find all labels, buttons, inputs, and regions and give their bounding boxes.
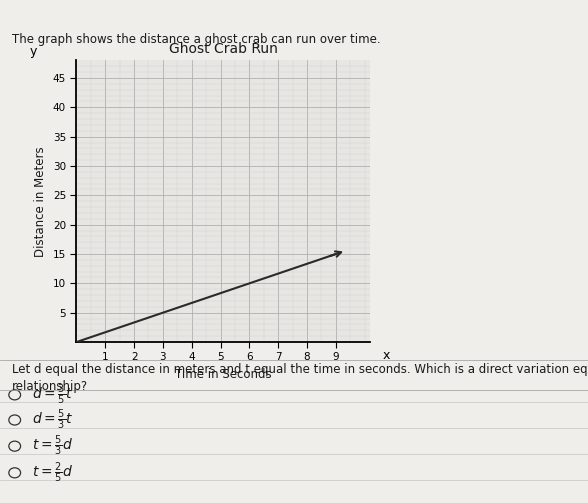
X-axis label: Time in Seconds: Time in Seconds	[175, 368, 272, 381]
Y-axis label: Distance in Meters: Distance in Meters	[34, 146, 47, 257]
Text: $t = \frac{5}{3}d$: $t = \frac{5}{3}d$	[32, 434, 74, 458]
Text: y: y	[29, 45, 37, 57]
Text: x: x	[382, 349, 390, 362]
Text: $d = \frac{3}{5}t$: $d = \frac{3}{5}t$	[32, 383, 74, 407]
Text: relationship?: relationship?	[12, 380, 88, 393]
Text: The graph shows the distance a ghost crab can run over time.: The graph shows the distance a ghost cra…	[12, 33, 380, 46]
Text: $t = \frac{2}{5}d$: $t = \frac{2}{5}d$	[32, 461, 74, 485]
Text: Let d equal the distance in meters and t equal the time in seconds. Which is a d: Let d equal the distance in meters and t…	[12, 363, 588, 376]
Text: $d = \frac{5}{3}t$: $d = \frac{5}{3}t$	[32, 408, 74, 432]
Title: Ghost Crab Run: Ghost Crab Run	[169, 42, 278, 56]
